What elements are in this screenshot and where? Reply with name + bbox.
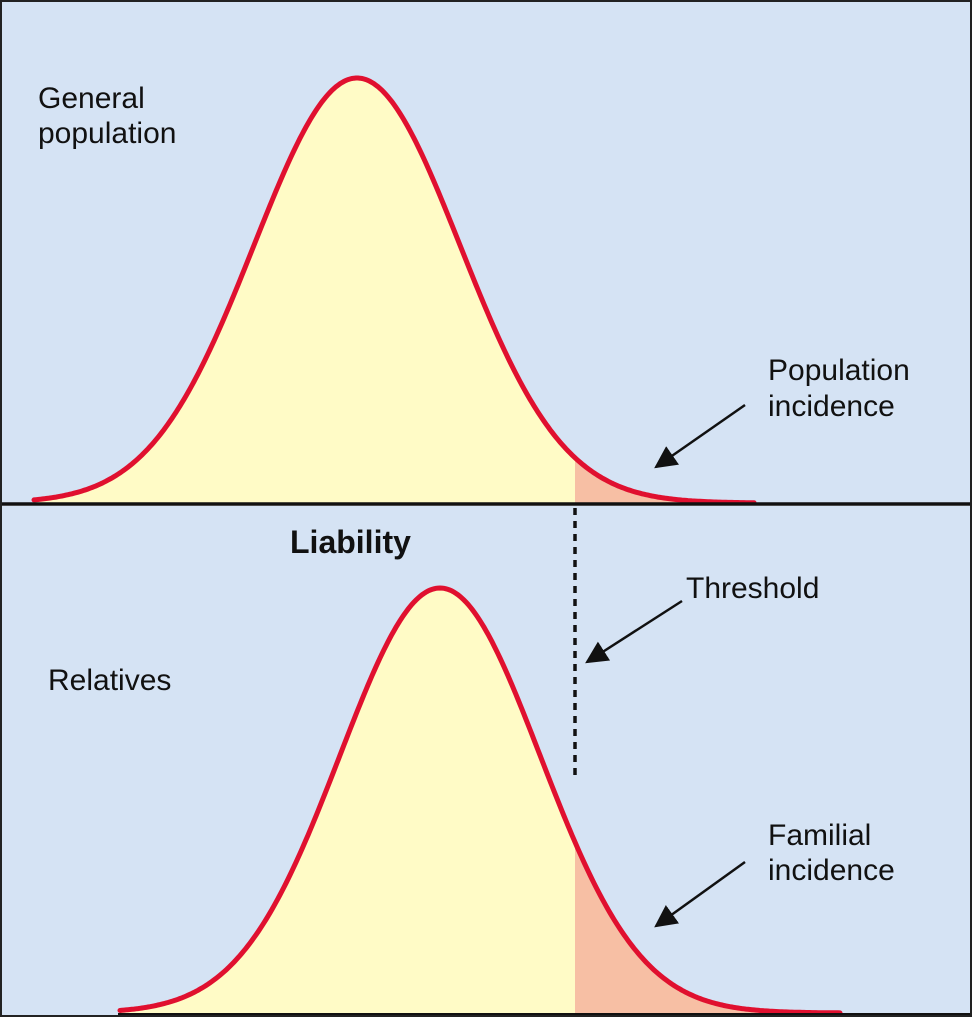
familial-incidence-tail bbox=[575, 842, 840, 1013]
relatives-curve bbox=[117, 585, 843, 1016]
familial-incidence-label-line2: incidence bbox=[768, 854, 895, 887]
threshold-label: Threshold bbox=[686, 572, 819, 605]
population-incidence-label-line2: incidence bbox=[768, 390, 895, 423]
familial-incidence-arrow bbox=[654, 860, 746, 928]
threshold-arrow bbox=[585, 599, 683, 664]
liability-axis-label: Liability bbox=[290, 524, 411, 560]
general-label-line1: General bbox=[38, 82, 145, 115]
relatives-curve-fill bbox=[120, 588, 575, 1013]
familial-incidence-label-line1: Familial bbox=[768, 819, 871, 852]
population-incidence-label-line1: Population bbox=[768, 354, 910, 387]
relatives-label: Relatives bbox=[48, 664, 171, 697]
population-label-line2: population bbox=[38, 117, 176, 150]
general-population-curve bbox=[31, 75, 757, 506]
general-population-curve-fill bbox=[34, 78, 575, 503]
population-incidence-tail bbox=[575, 457, 755, 503]
population-incidence-arrow bbox=[654, 403, 746, 469]
